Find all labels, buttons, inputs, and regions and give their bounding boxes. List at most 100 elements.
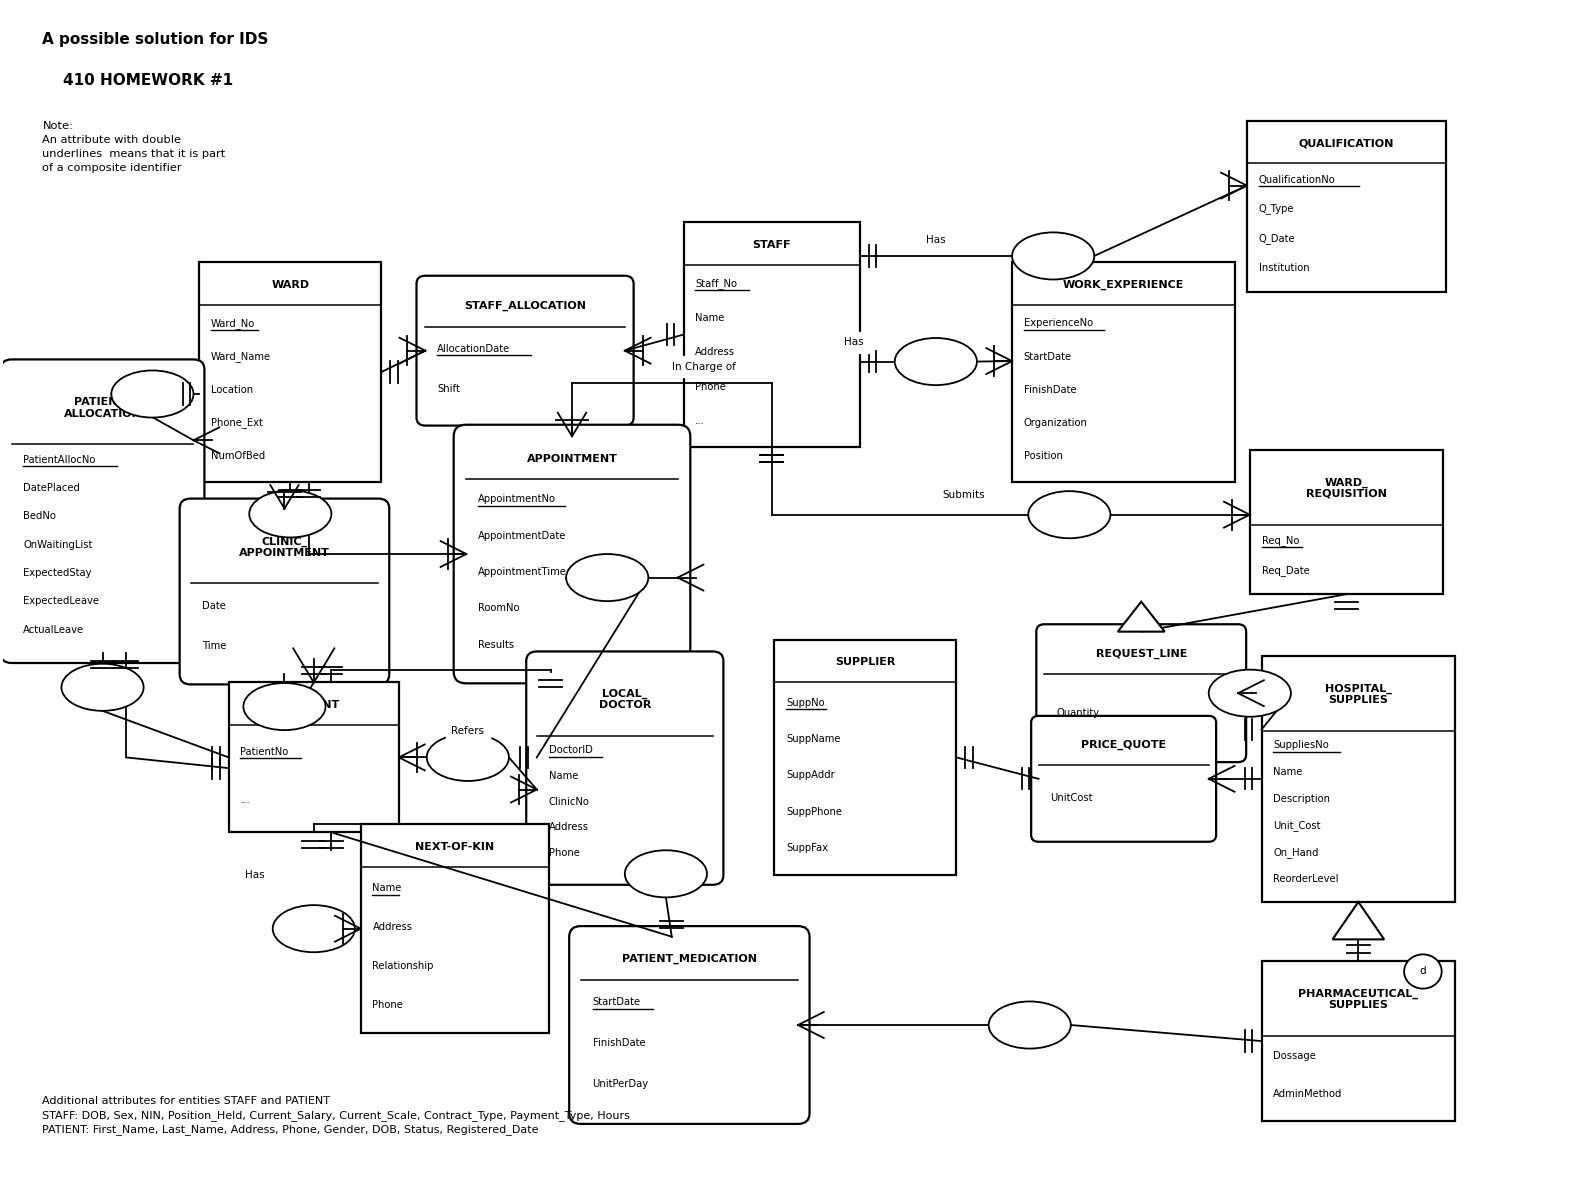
Text: Address: Address [695,348,735,357]
Ellipse shape [250,490,331,537]
Text: PatientAllocNo: PatientAllocNo [24,455,95,465]
Text: QUALIFICATION: QUALIFICATION [1299,138,1394,148]
Text: DoctorID: DoctorID [549,745,593,755]
Text: Address: Address [549,822,588,832]
Text: Name: Name [695,313,725,323]
Text: Phone: Phone [695,382,727,392]
Ellipse shape [1404,955,1442,989]
Text: Unit_Cost: Unit_Cost [1274,820,1321,832]
Text: STAFF: STAFF [752,240,790,250]
Text: STAFF_ALLOCATION: STAFF_ALLOCATION [464,302,587,311]
Text: Dossage: Dossage [1274,1052,1317,1061]
Text: Relationship: Relationship [372,961,434,971]
Text: SuppNo: SuppNo [785,698,825,707]
Text: OnWaitingList: OnWaitingList [24,539,92,550]
Text: Position: Position [1024,451,1062,461]
Ellipse shape [1029,491,1110,538]
Ellipse shape [895,338,976,386]
Text: Shift: Shift [437,383,460,394]
Text: Has: Has [844,337,863,348]
Text: ClinicNo: ClinicNo [549,796,590,807]
Ellipse shape [989,1002,1070,1048]
Text: AppointmentNo: AppointmentNo [479,494,556,504]
Text: d: d [1420,967,1426,976]
Text: SuppPhone: SuppPhone [785,807,843,816]
Text: PatientNo: PatientNo [240,746,289,757]
Text: ActualLeave: ActualLeave [24,625,84,634]
Text: UnitPerDay: UnitPerDay [593,1079,649,1090]
Text: PATIENT_
ALLOCATION: PATIENT_ ALLOCATION [64,397,142,419]
Polygon shape [1118,602,1165,632]
Text: AppointmentDate: AppointmentDate [479,530,566,541]
Text: FinishDate: FinishDate [1024,384,1076,395]
Text: PRICE_QUOTE: PRICE_QUOTE [1081,741,1165,750]
Text: Results: Results [479,640,514,649]
Text: Phone_Ext: Phone_Ext [211,418,262,428]
Text: NEXT-OF-KIN: NEXT-OF-KIN [415,842,494,852]
Text: Submits: Submits [943,491,986,500]
Text: Q_Type: Q_Type [1259,203,1294,214]
Text: APPOINTMENT: APPOINTMENT [526,454,617,464]
Text: Has: Has [925,235,946,245]
Text: Req_No: Req_No [1261,536,1299,547]
Text: ExperienceNo: ExperienceNo [1024,318,1092,329]
Text: Staff_No: Staff_No [695,278,738,290]
Text: ...: ... [240,795,250,804]
FancyBboxPatch shape [453,425,690,684]
Text: WARD_
REQUISITION: WARD_ REQUISITION [1305,478,1386,499]
FancyBboxPatch shape [417,276,634,426]
Text: FinishDate: FinishDate [593,1039,646,1048]
Text: Refers: Refers [452,725,485,736]
Text: In Charge of: In Charge of [671,362,736,371]
Text: Name: Name [372,884,405,893]
Text: Location: Location [211,384,253,395]
Bar [1247,121,1447,292]
Ellipse shape [1208,670,1291,717]
Text: A possible solution for IDS: A possible solution for IDS [43,32,269,47]
FancyBboxPatch shape [1032,716,1216,842]
Text: UnitCost: UnitCost [1051,793,1092,803]
Text: AppointmentTime: AppointmentTime [479,567,568,577]
Text: DatePlaced: DatePlaced [24,483,80,493]
Text: CLINIC_
APPOINTMENT: CLINIC_ APPOINTMENT [238,536,329,558]
Text: PATIENT_MEDICATION: PATIENT_MEDICATION [622,953,757,964]
Bar [1250,450,1444,594]
Text: WORK_EXPERIENCE: WORK_EXPERIENCE [1064,279,1185,290]
Text: PHARMACEUTICAL_
SUPPLIES: PHARMACEUTICAL_ SUPPLIES [1299,989,1418,1010]
Text: LOCAL_
DOCTOR: LOCAL_ DOCTOR [598,689,650,710]
Ellipse shape [625,851,708,898]
Text: Q_Date: Q_Date [1259,233,1296,244]
Text: WARD: WARD [272,280,310,290]
Text: ReorderLevel: ReorderLevel [1274,874,1339,884]
FancyBboxPatch shape [1037,625,1247,762]
Text: Additional attributes for entities STAFF and PATIENT
STAFF: DOB, Sex, NIN, Posit: Additional attributes for entities STAFF… [43,1095,630,1136]
Text: RoomNo: RoomNo [479,603,520,613]
Text: Date: Date [202,601,226,610]
Text: Organization: Organization [1024,418,1088,428]
Bar [774,640,956,875]
Text: ExpectedStay: ExpectedStay [24,568,92,578]
FancyBboxPatch shape [180,498,390,685]
Text: Address: Address [372,923,412,932]
Ellipse shape [62,664,143,711]
Bar [229,683,399,833]
Text: Phone: Phone [549,848,579,858]
Text: Name: Name [549,771,577,781]
Text: Ward_No: Ward_No [211,318,256,329]
Bar [1261,961,1455,1121]
Bar [684,222,860,447]
Text: HOSPITAL_
SUPPLIES: HOSPITAL_ SUPPLIES [1324,684,1391,705]
Text: Name: Name [1274,767,1302,777]
FancyBboxPatch shape [526,652,723,885]
Text: Time: Time [202,641,227,651]
Text: Ward_Name: Ward_Name [211,351,272,362]
Text: Description: Description [1274,794,1331,804]
Bar [361,825,549,1033]
Text: Note:
An attribute with double
underlines  means that it is part
of a composite : Note: An attribute with double underline… [43,121,226,173]
Text: AdminMethod: AdminMethod [1274,1088,1342,1099]
Ellipse shape [111,370,194,418]
Text: ...: ... [695,416,704,426]
Text: ExpectedLeave: ExpectedLeave [24,596,99,607]
Polygon shape [1332,901,1385,939]
Text: SuppliesNo: SuppliesNo [1274,741,1329,750]
